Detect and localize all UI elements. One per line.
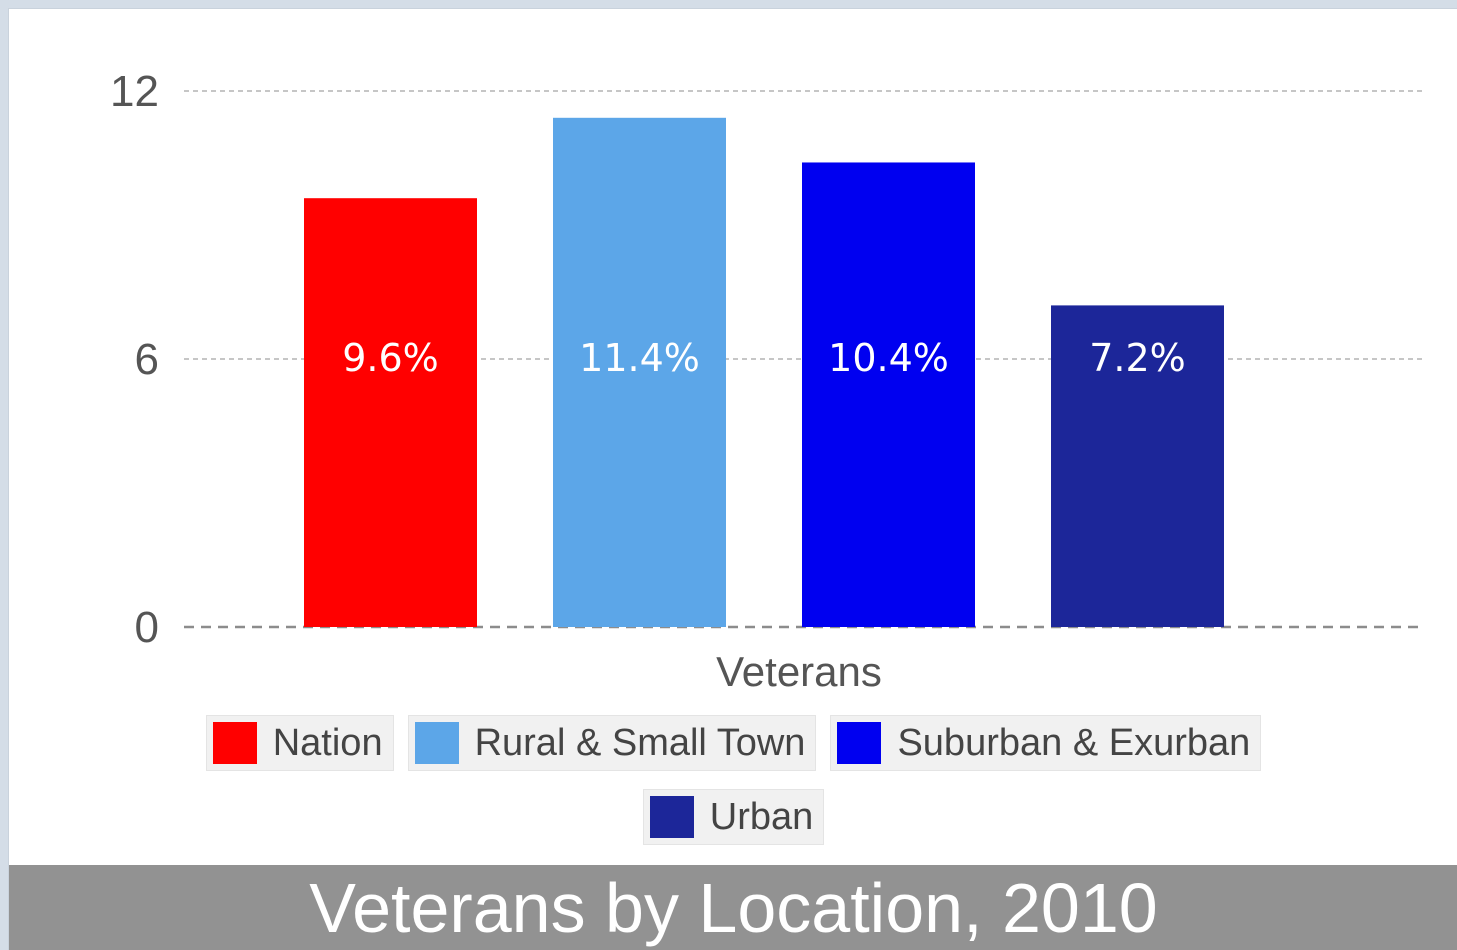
legend-label: Suburban & Exurban [897,721,1251,764]
x-axis-label: Veterans [716,648,882,695]
legend-label: Nation [272,721,383,764]
legend-row-2: Urban [9,789,1457,845]
y-tick-label: 6 [135,335,159,384]
chart-title: Veterans by Location, 2010 [309,869,1158,947]
data-label: 7.2% [1089,336,1186,380]
legend-swatch-nation [212,722,257,764]
bar-chart: 0 6 12 9.6% 11.4% 10.4% 7.2% Veterans [110,67,1424,695]
legend-label: Rural & Small Town [474,721,806,764]
legend-item-nation[interactable]: Nation [205,715,394,771]
bar [802,162,975,627]
legend-item-suburban-exurban[interactable]: Suburban & Exurban [830,715,1262,771]
legend-swatch-rural-small-town [414,722,459,764]
y-tick-label: 12 [110,67,159,116]
legend-item-urban[interactable]: Urban [642,789,825,845]
data-label: 9.6% [342,336,439,380]
title-bar: Veterans by Location, 2010 [9,865,1457,950]
data-label: 11.4% [579,336,700,380]
bar [553,117,726,628]
bar [1051,305,1224,627]
legend-label: Urban [709,795,814,838]
chart-panel: 0 6 12 9.6% 11.4% 10.4% 7.2% Veterans Nation Ru… [8,8,1457,950]
y-tick-label: 0 [135,603,159,652]
legend-row-1: Nation Rural & Small Town Suburban & Exu… [9,715,1457,771]
legend-swatch-urban [649,796,694,838]
data-label: 10.4% [828,336,949,380]
legend-item-rural-small-town[interactable]: Rural & Small Town [407,715,817,771]
bar [304,198,477,627]
legend-swatch-suburban-exurban [837,722,882,764]
